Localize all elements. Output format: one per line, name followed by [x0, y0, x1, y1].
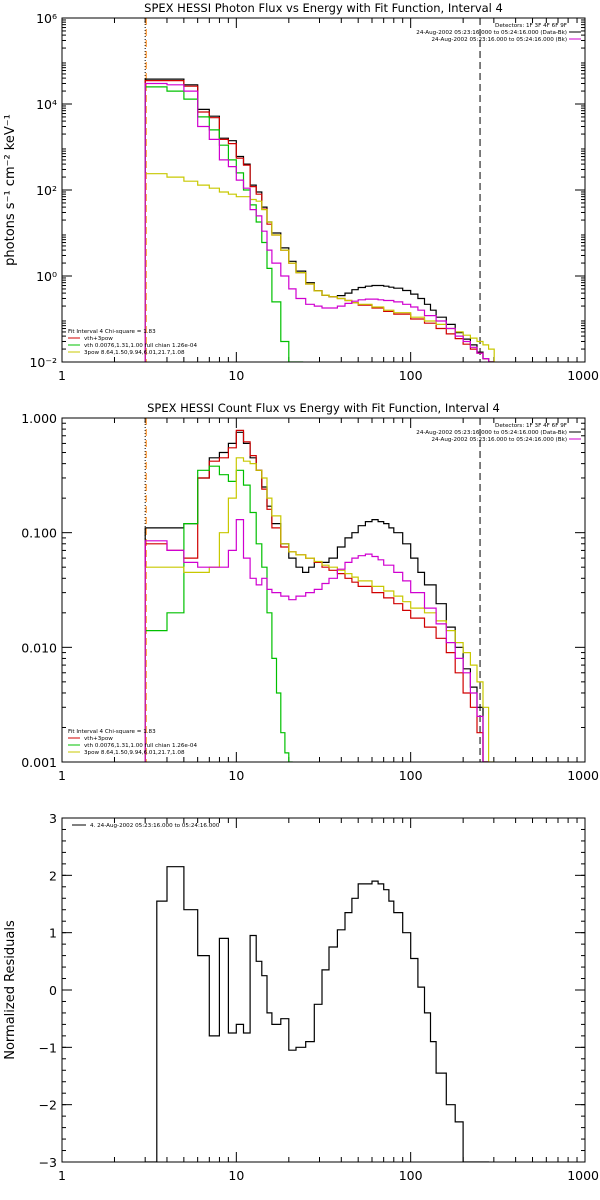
y-tick-label: 10⁻²	[29, 355, 57, 370]
x-tick-label: 1	[58, 368, 66, 383]
y-tick-label: 1.000	[21, 411, 57, 426]
legend-text: Detectors: 1F 3F 4F 6F 9F	[495, 23, 567, 29]
plot-frame	[61, 817, 586, 1163]
x-tick-label: 10	[228, 1168, 244, 1183]
legend-text: vth 0.0076,1.31,1.00 full chian 1.26e-04	[84, 343, 197, 349]
legend-text: 4. 24-Aug-2002 05:23:16.000 to 05:24:16.…	[90, 823, 220, 829]
chart-panel-3: Normalized Residuals 1 10 100 1000 −3 −2 −1 0 1 2 3…	[3, 811, 599, 1183]
y-tick-label: −1	[39, 1040, 57, 1055]
chart-panel-2: SPEX HESSI Count Flux vs Energy with Fit…	[21, 401, 599, 783]
legend-text: 24-Aug-2002 05:23:16.000 to 05:24:16.000…	[416, 30, 567, 36]
x-tick-label: 1	[58, 768, 66, 783]
x-tick-label: 1000	[567, 1168, 599, 1183]
series-line-5	[144, 519, 490, 762]
y-tick-label: 3	[49, 811, 57, 826]
series-line-1	[144, 431, 490, 762]
x-tick-label: 100	[399, 768, 423, 783]
x-tick-label: 1	[58, 1168, 66, 1183]
chart-title: SPEX HESSI Photon Flux vs Energy with Fi…	[144, 1, 503, 15]
legend-text: vth+3pow	[84, 736, 113, 742]
y-tick-label: −2	[39, 1098, 57, 1113]
y-tick-label: 0	[49, 983, 57, 998]
plot-frame	[61, 17, 586, 363]
legend-text: Fit Interval 4 Chi-square = 1.83	[68, 329, 156, 335]
series-line-3	[144, 465, 293, 762]
series-line-2	[144, 429, 490, 762]
y-tick-label: −3	[39, 1155, 57, 1170]
y-tick-label: 2	[49, 868, 57, 883]
y-tick-label: 0.010	[21, 640, 57, 655]
x-tick-label: 10	[228, 768, 244, 783]
legend-text: vth+3pow	[84, 336, 113, 342]
x-tick-label: 10	[228, 368, 244, 383]
y-tick-label: 0.100	[21, 526, 57, 541]
y-tick-label: 10⁶	[36, 11, 57, 26]
legend-text: 24-Aug-2002 05:23:16.000 to 05:24:16.000…	[416, 430, 567, 436]
chart-title: SPEX HESSI Count Flux vs Energy with Fit…	[147, 401, 500, 415]
y-tick-label: 10²	[36, 183, 57, 198]
x-tick-label: 1000	[567, 368, 599, 383]
legend-text: 3pow 8.64,1.50,9.94,6.01,21.7,1.08	[84, 350, 185, 356]
y-tick-label: 1	[49, 926, 57, 941]
legend-text: vth 0.0076,1.31,1.00 full chian 1.26e-04	[84, 743, 197, 749]
legend-text: Detectors: 1F 3F 4F 6F 9F	[495, 423, 567, 429]
y-axis-title: Normalized Residuals	[3, 920, 18, 1060]
x-tick-label: 100	[399, 368, 423, 383]
series-line-5	[144, 82, 495, 362]
y-axis-title: photons s⁻¹ cm⁻² keV⁻¹	[3, 114, 18, 266]
series-line-3	[144, 86, 304, 362]
legend-text: 24-Aug-2002 05:23:16.000 to 05:24:16.000…	[431, 437, 567, 443]
y-tick-label: 10⁰	[36, 269, 57, 284]
y-tick-label: 10⁴	[36, 97, 57, 112]
chart-panel-1: SPEX HESSI Photon Flux vs Energy with Fi…	[3, 1, 599, 383]
series-line-4	[144, 457, 495, 762]
legend-text: Fit Interval 4 Chi-square = 1.83	[68, 729, 156, 735]
x-tick-label: 1000	[567, 768, 599, 783]
legend-text: 24-Aug-2002 05:23:16.000 to 05:24:16.000…	[431, 37, 567, 43]
series-line-4	[144, 173, 495, 362]
x-tick-label: 100	[399, 1168, 423, 1183]
series-line-1	[145, 866, 490, 1162]
plot-frame	[61, 417, 586, 763]
y-tick-label: 0.001	[21, 755, 57, 770]
legend-text: 3pow 8.64,1.50,9.94,6.01,21.7,1.08	[84, 750, 185, 756]
series-line-1	[144, 78, 495, 362]
